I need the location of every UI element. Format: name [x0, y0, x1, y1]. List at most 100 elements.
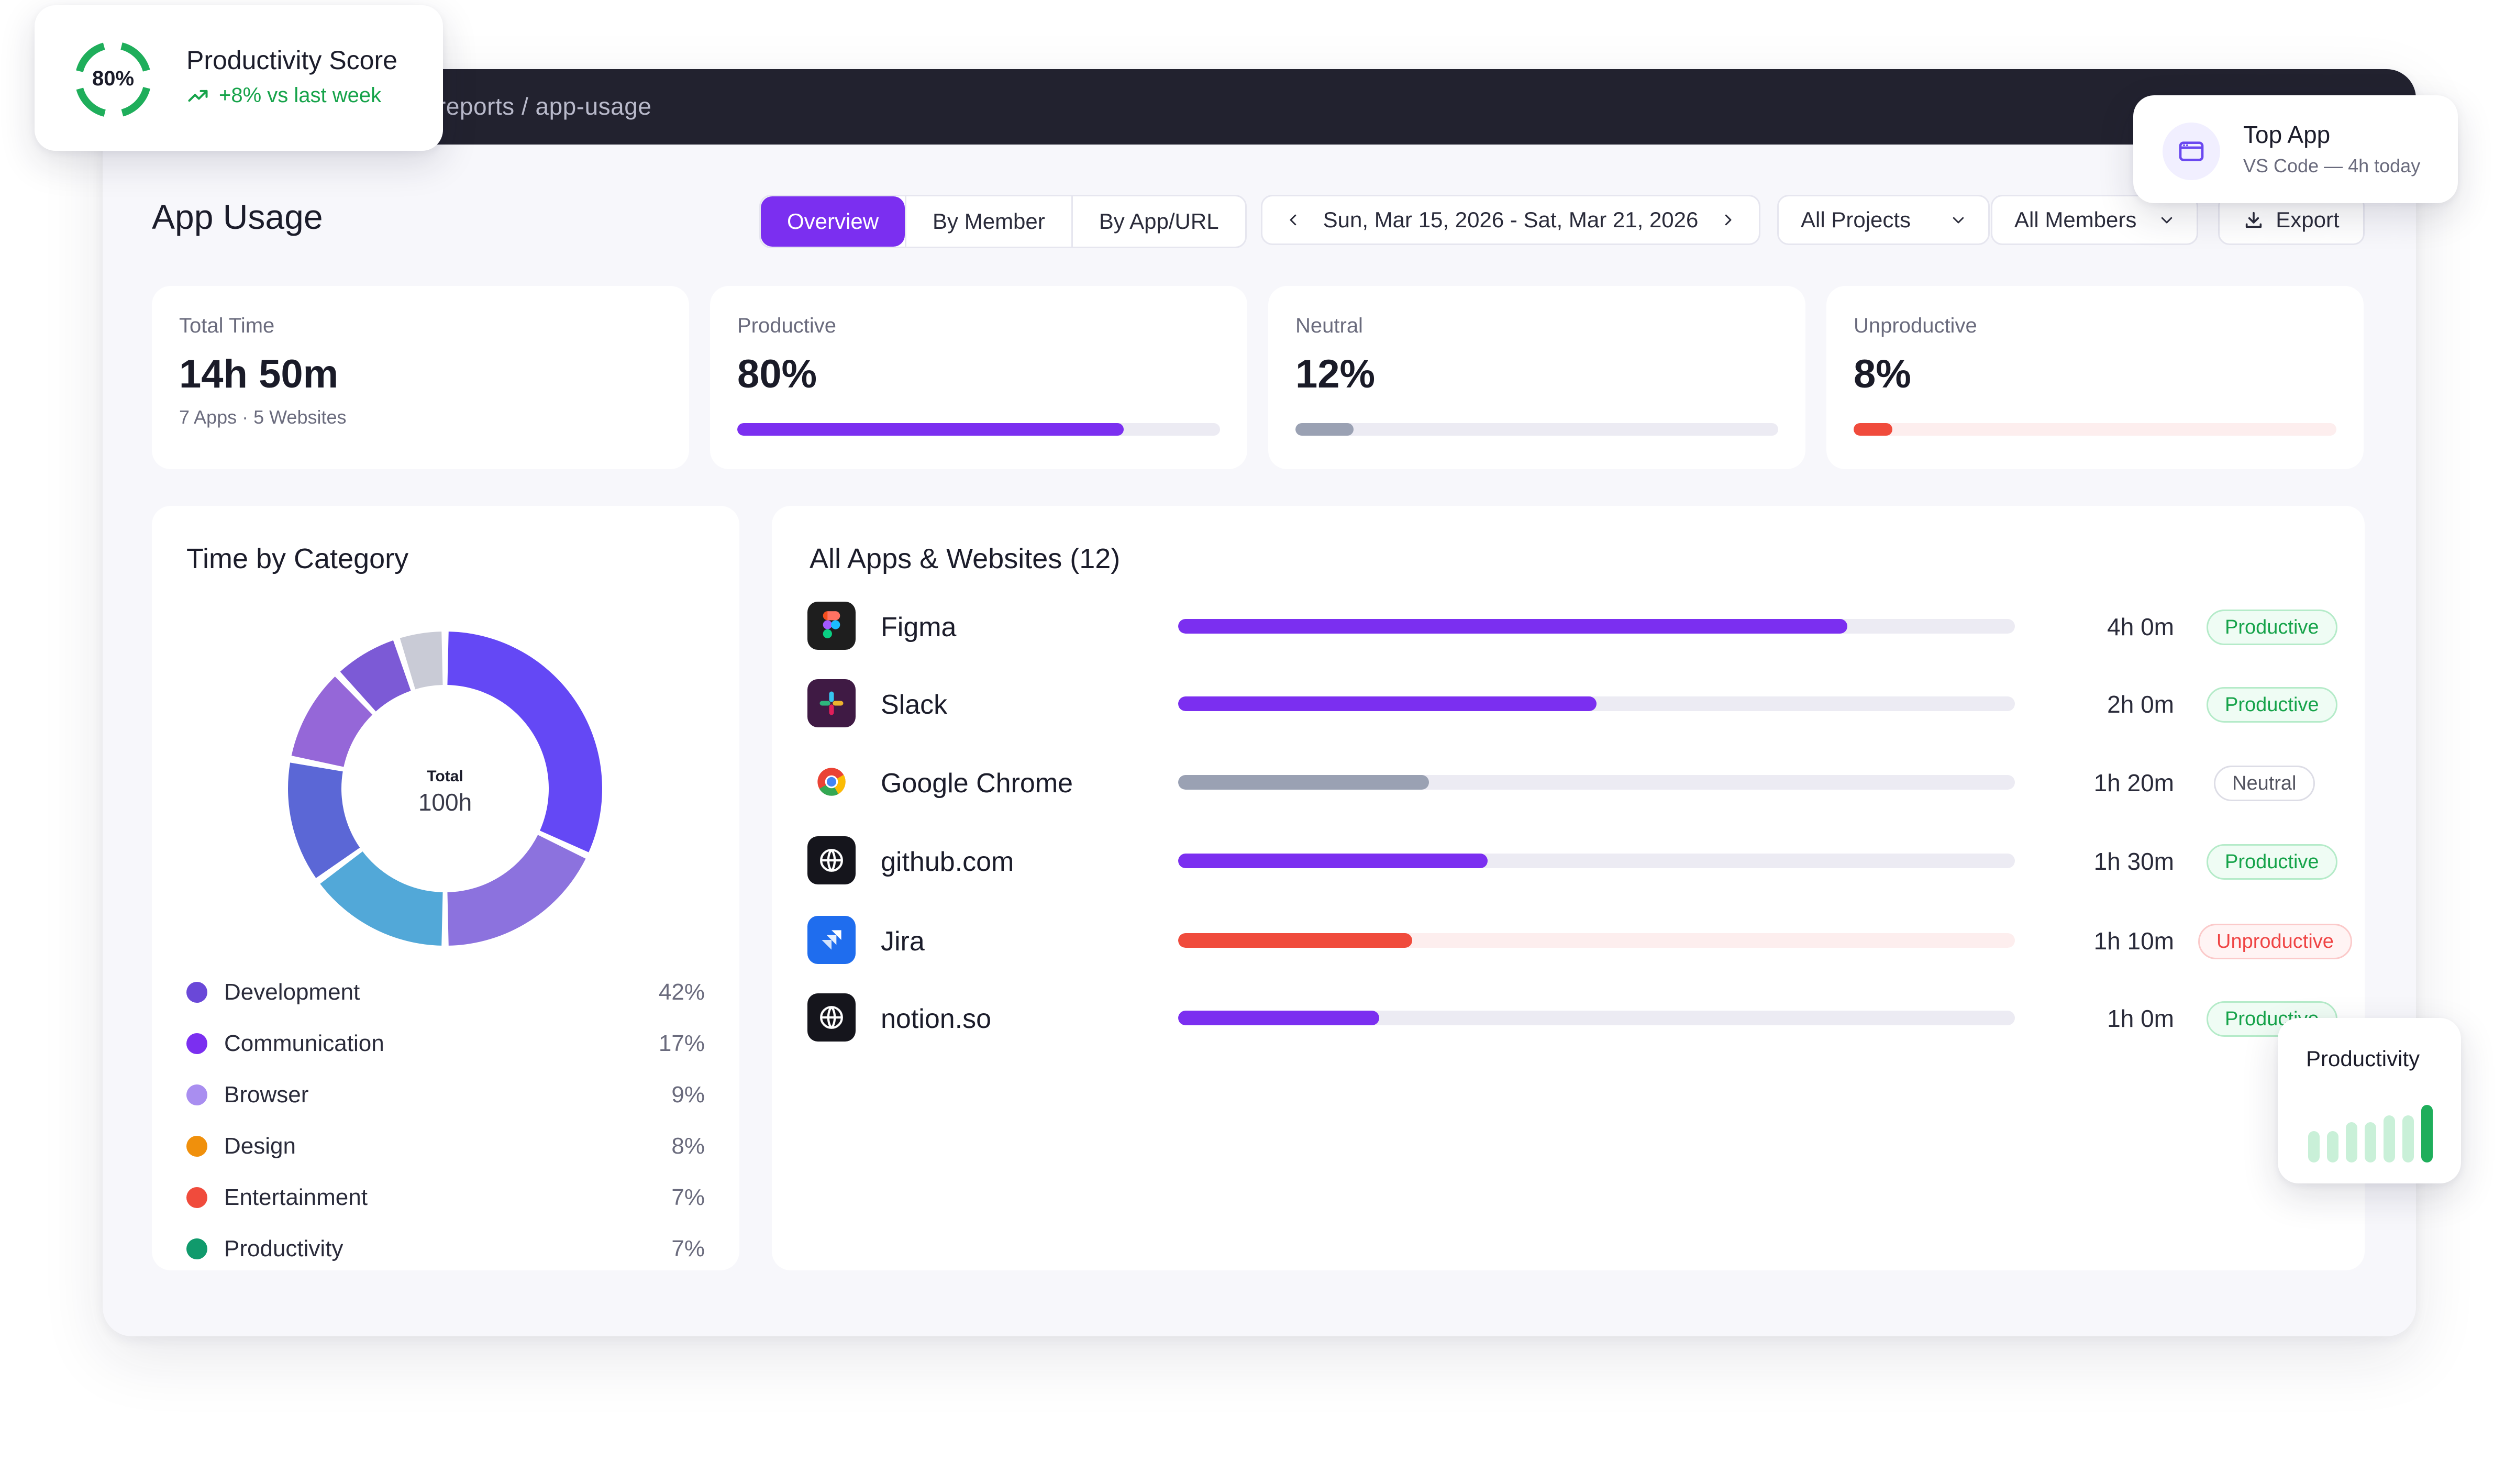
legend-percent: 7% [671, 1236, 705, 1261]
status-badge: Productive [2207, 844, 2337, 880]
donut-segment-5[interactable] [291, 676, 373, 767]
figma-icon [807, 602, 856, 650]
score-title: Productivity Score [186, 46, 397, 75]
status-badge: Neutral [2214, 766, 2315, 801]
neutral-progress-track [1295, 423, 1778, 436]
status-badge: Productive [2207, 610, 2337, 645]
stat-label: Neutral [1295, 314, 1363, 337]
legend-percent: 42% [658, 979, 705, 1005]
donut-segment-3[interactable] [320, 851, 443, 946]
app-row[interactable]: Google Chrome 1h 20m Neutral [807, 753, 2357, 811]
app-usage-fill [1178, 1011, 1379, 1025]
app-window: reports / app-usage App Usage Overview B… [103, 69, 2416, 1336]
app-row[interactable]: Figma 4h 0m Productive [807, 597, 2357, 655]
productivity-bar [2308, 1131, 2320, 1162]
productivity-bar [2421, 1105, 2433, 1162]
legend-name: Browser [224, 1082, 309, 1108]
app-usage-fill [1178, 775, 1429, 790]
app-name: notion.so [881, 1004, 992, 1034]
slack-icon [807, 679, 856, 727]
neutral-progress-fill [1295, 423, 1354, 436]
app-usage-track [1178, 933, 2015, 948]
legend-percent: 9% [671, 1082, 705, 1108]
tab-by-app-url[interactable]: By App/URL [1071, 196, 1245, 247]
legend-dot [186, 1033, 207, 1054]
legend-dot [186, 982, 207, 1003]
stat-value: 12% [1295, 352, 1376, 396]
productivity-mini-bars [2308, 1105, 2440, 1162]
tab-by-member[interactable]: By Member [905, 196, 1071, 247]
chevron-down-icon [1953, 217, 1964, 224]
score-trend-text: +8% vs last week [219, 84, 382, 107]
legend-percent: 7% [671, 1184, 705, 1210]
legend-dot [186, 1187, 207, 1208]
app-usage-track [1178, 619, 2015, 634]
export-button[interactable]: Export [2218, 195, 2365, 245]
chrome-icon [807, 758, 856, 806]
main-content: App Usage Overview By Member By App/URL … [103, 145, 2416, 1336]
legend-dot [186, 1084, 207, 1105]
donut-segment-4[interactable] [288, 762, 360, 878]
stat-label: Unproductive [1854, 314, 1977, 337]
legend-item: Design 8% [186, 1121, 705, 1172]
app-time: 1h 0m [2107, 1005, 2174, 1032]
app-row[interactable]: Jira 1h 10m Unproductive [807, 911, 2357, 969]
donut-segment-6[interactable] [340, 640, 411, 712]
chevron-right-icon[interactable] [1720, 212, 1736, 228]
app-name: Google Chrome [881, 768, 1073, 799]
members-dropdown-label: All Members [2014, 207, 2137, 232]
stat-card-productive: Productive 80% [710, 286, 1247, 469]
app-usage-fill [1178, 619, 1848, 634]
jira-icon [807, 916, 856, 964]
donut-center-label: Total [427, 768, 463, 785]
app-row[interactable]: Slack 2h 0m Productive [807, 674, 2357, 732]
productivity-mini-title: Productivity [2306, 1046, 2420, 1071]
app-time: 2h 0m [2107, 691, 2174, 718]
chevron-left-icon[interactable] [1285, 212, 1301, 228]
tab-overview[interactable]: Overview [761, 196, 905, 247]
legend-name: Entertainment [224, 1184, 368, 1210]
titlebar: reports / app-usage [103, 69, 2416, 145]
legend-item: Development 42% [186, 967, 705, 1018]
app-row[interactable]: notion.so 1h 0m Productive [807, 989, 2357, 1046]
members-dropdown[interactable]: All Members [1991, 195, 2198, 245]
app-name: Jira [881, 926, 925, 957]
app-usage-track [1178, 696, 2015, 711]
top-app-subtitle: VS Code — 4h today [2243, 155, 2421, 176]
stat-label: Productive [737, 314, 836, 337]
donut-segment-2[interactable] [447, 835, 586, 946]
productivity-bar [2402, 1115, 2414, 1162]
top-app-card: Top App VS Code — 4h today [2133, 95, 2458, 203]
stat-label: Total Time [179, 314, 275, 337]
download-icon [2246, 212, 2262, 228]
donut-center-value: 100h [418, 789, 472, 816]
projects-dropdown[interactable]: All Projects [1777, 195, 1990, 245]
globe-icon [807, 836, 856, 884]
category-donut-chart: Total 100h [288, 632, 602, 946]
category-legend: Development 42% Communication 17% Browser 9% D… [186, 967, 705, 1270]
app-time: 1h 10m [2093, 927, 2174, 955]
date-range-picker: Sun, Mar 15, 2026 - Sat, Mar 21, 2026 [1261, 195, 1760, 245]
chevron-down-icon [2161, 217, 2173, 224]
app-usage-fill [1178, 933, 1413, 948]
app-usage-track [1178, 775, 2015, 790]
productivity-bar [2384, 1115, 2395, 1162]
app-row[interactable]: github.com 1h 30m Productive [807, 832, 2357, 889]
date-range-label[interactable]: Sun, Mar 15, 2026 - Sat, Mar 21, 2026 [1323, 207, 1699, 232]
legend-dot [186, 1238, 207, 1259]
legend-item: Entertainment 7% [186, 1172, 705, 1223]
page-title: App Usage [152, 197, 323, 236]
productive-progress-fill [737, 423, 1124, 436]
donut-segment-1[interactable] [447, 632, 602, 852]
productivity-bar [2346, 1122, 2357, 1162]
url-path: reports / app-usage [438, 93, 652, 120]
stat-card-total-time: Total Time 14h 50m 7 Apps · 5 Websites [152, 286, 689, 469]
donut-segment-7[interactable] [400, 632, 443, 690]
export-label: Export [2276, 207, 2340, 232]
app-name: github.com [881, 847, 1014, 877]
legend-percent: 17% [658, 1031, 705, 1056]
legend-percent: 8% [671, 1133, 705, 1159]
app-usage-track [1178, 1011, 2015, 1025]
status-badge: Productive [2207, 687, 2337, 723]
legend-name: Development [224, 979, 360, 1005]
